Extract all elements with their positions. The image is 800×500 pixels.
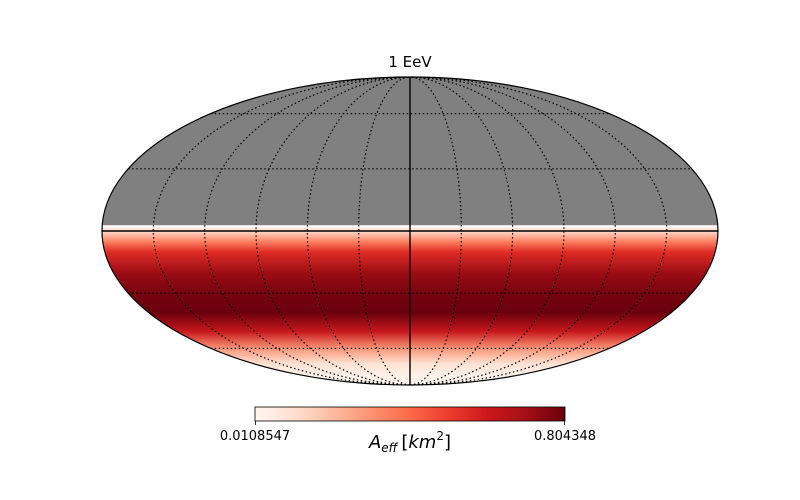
graticule — [128, 77, 692, 385]
meridian-line — [255, 77, 411, 385]
colorbar-gradient — [254, 406, 566, 422]
colorbar-label-open: [ — [401, 432, 408, 453]
colorbar-label-exp: 2 — [436, 429, 444, 443]
colorbar-min-label: 0.0108547 — [220, 429, 290, 444]
colorbar-label-unit: km — [408, 432, 436, 453]
chart-title: 1 EeV — [388, 53, 432, 71]
colorbar-label-main: A — [368, 432, 381, 453]
colorbar-label-close: ] — [444, 432, 451, 453]
colorbar-label: Aeff [km2] — [368, 429, 451, 455]
colorbar-max-label: 0.804348 — [534, 429, 596, 444]
map-boundary — [101, 76, 719, 386]
colorbar: 0.0108547 0.804348 Aeff [km2] — [220, 406, 596, 455]
meridian-line — [409, 77, 514, 385]
meridian-line — [358, 77, 411, 385]
meridian-line — [409, 77, 565, 385]
colorbar-label-sub: eff — [381, 441, 398, 455]
